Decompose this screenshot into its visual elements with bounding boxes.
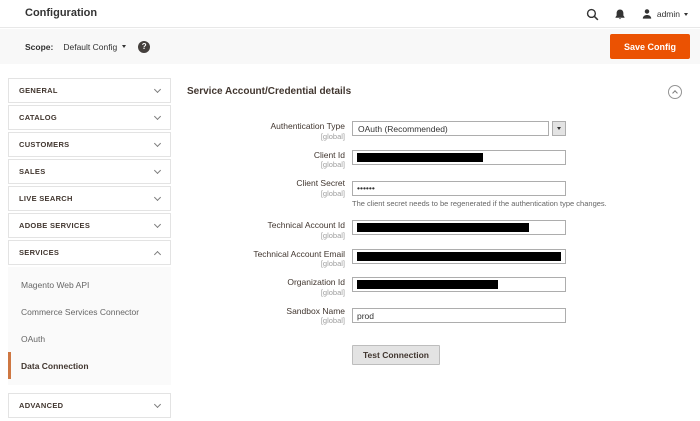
field-label: Technical Account Email <box>253 248 345 259</box>
client-id-input[interactable] <box>352 149 566 165</box>
field-scope: [global] <box>320 188 345 198</box>
redacted-value <box>357 251 561 261</box>
field-scope: [global] <box>320 230 345 240</box>
chevron-up-icon <box>672 90 678 96</box>
test-connection-button[interactable]: Test Connection <box>352 345 440 365</box>
chevron-down-icon <box>153 166 162 174</box>
chevron-down-icon <box>153 193 162 201</box>
sidebar-section-live-search[interactable]: LIVE SEARCH <box>8 186 171 211</box>
field-label: Authentication Type <box>270 121 345 131</box>
form-row-client-secret: Client Secret [global] The client secret… <box>187 178 690 208</box>
technical-account-email-input[interactable] <box>352 248 566 264</box>
chevron-down-icon <box>153 220 162 228</box>
field-scope: [global] <box>320 287 345 297</box>
technical-account-id-input[interactable] <box>352 220 566 235</box>
chevron-up-icon <box>153 250 162 258</box>
redacted-value <box>357 152 483 162</box>
field-label: Sandbox Name <box>286 305 345 316</box>
client-secret-input[interactable] <box>352 180 566 196</box>
select-dropdown-button[interactable] <box>552 121 566 136</box>
scope-label: Scope: <box>25 41 54 52</box>
field-scope: [global] <box>320 160 345 169</box>
chevron-down-icon <box>122 45 127 48</box>
config-nav-sidebar: GENERAL CATALOG CUSTOMERS SALES LIVE SEA… <box>8 78 171 420</box>
field-scope: [global] <box>320 259 345 268</box>
sidebar-section-customers[interactable]: CUSTOMERS <box>8 132 171 157</box>
chevron-down-icon <box>153 400 162 408</box>
chevron-down-icon <box>684 12 688 16</box>
chevron-down-icon <box>153 85 162 93</box>
chevron-down-icon <box>557 127 561 130</box>
search-icon[interactable] <box>586 8 599 21</box>
field-label: Organization Id <box>287 277 345 287</box>
credentials-form: Authentication Type [global] OAuth (Reco… <box>187 121 690 365</box>
scope-bar: Scope: Default Config ? Save Config <box>0 29 700 64</box>
form-row-authentication-type: Authentication Type [global] OAuth (Reco… <box>187 121 690 141</box>
header-actions: admin <box>586 0 688 28</box>
field-label: Technical Account Id <box>267 220 346 230</box>
sidebar-section-general[interactable]: GENERAL <box>8 78 171 103</box>
form-row-technical-account-id: Technical Account Id [global] <box>187 220 690 240</box>
sidebar-item-oauth[interactable]: OAuth <box>21 333 46 344</box>
field-scope: [global] <box>320 131 345 141</box>
page-title: Configuration <box>25 7 98 19</box>
sidebar-section-catalog[interactable]: CATALOG <box>8 105 171 130</box>
collapse-section-button[interactable] <box>668 85 682 99</box>
client-secret-note: The client secret needs to be regenerate… <box>352 199 607 208</box>
config-main-panel: Service Account/Credential details Authe… <box>187 78 690 365</box>
admin-account-menu[interactable]: admin <box>641 8 688 20</box>
help-icon[interactable]: ? <box>138 40 151 53</box>
field-label: Client Id <box>313 149 345 160</box>
bell-icon[interactable] <box>614 8 626 21</box>
form-row-client-id: Client Id [global] <box>187 149 690 169</box>
field-scope: [global] <box>320 316 345 325</box>
sidebar-section-sales[interactable]: SALES <box>8 159 171 184</box>
sidebar-section-services[interactable]: SERVICES <box>8 240 171 265</box>
sidebar-item-commerce-services-connector[interactable]: Commerce Services Connector <box>21 306 140 317</box>
user-icon <box>641 8 653 20</box>
authentication-type-select[interactable]: OAuth (Recommended) <box>352 121 549 136</box>
sidebar-section-adobe-services[interactable]: ADOBE SERVICES <box>8 213 171 238</box>
form-row-technical-account-email: Technical Account Email [global] <box>187 248 690 268</box>
field-label: Client Secret <box>296 178 345 188</box>
redacted-value <box>357 223 529 232</box>
organization-id-input[interactable] <box>352 277 566 292</box>
chevron-down-icon <box>153 112 162 120</box>
scope-selector[interactable]: Default Config <box>63 41 127 52</box>
save-config-button[interactable]: Save Config <box>609 34 690 59</box>
sidebar-item-data-connection[interactable]: Data Connection <box>8 352 171 379</box>
header-bar: Configuration admin <box>0 0 700 28</box>
form-row-organization-id: Organization Id [global] <box>187 277 690 297</box>
section-title: Service Account/Credential details <box>187 86 352 97</box>
sandbox-name-input[interactable] <box>352 308 566 323</box>
form-row-sandbox-name: Sandbox Name [global] <box>187 305 690 325</box>
admin-user-label: admin <box>656 9 680 19</box>
scope-value: Default Config <box>63 41 118 52</box>
redacted-value <box>357 280 498 289</box>
services-submenu: Magento Web API Commerce Services Connec… <box>8 267 171 385</box>
sidebar-section-advanced[interactable]: ADVANCED <box>8 393 171 418</box>
sidebar-item-magento-web-api[interactable]: Magento Web API <box>21 279 90 290</box>
chevron-down-icon <box>153 139 162 147</box>
